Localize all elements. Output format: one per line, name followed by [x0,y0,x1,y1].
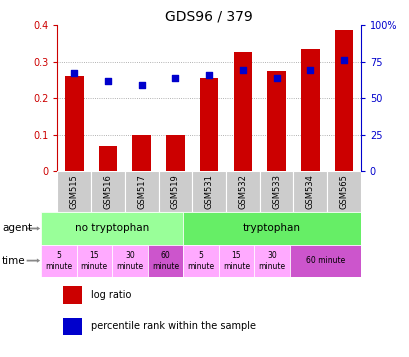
Text: GSM517: GSM517 [137,175,146,209]
Point [71,70,77,76]
FancyBboxPatch shape [41,212,183,245]
Text: GSM533: GSM533 [271,174,280,210]
Text: 5
minute: 5 minute [187,251,214,271]
Point [205,72,212,77]
Text: 60
minute: 60 minute [151,251,178,271]
Point [239,67,245,73]
FancyBboxPatch shape [147,245,183,277]
Text: agent: agent [2,223,32,233]
Bar [63,286,81,304]
Bar [334,30,353,171]
Bar [300,49,319,171]
Bar [166,135,184,171]
Text: log ratio: log ratio [90,290,131,300]
Text: 30
minute: 30 minute [116,251,143,271]
Point [172,75,178,81]
Text: GSM531: GSM531 [204,175,213,209]
FancyBboxPatch shape [218,245,254,277]
FancyBboxPatch shape [91,171,124,212]
FancyBboxPatch shape [124,171,158,212]
Bar [267,71,285,171]
Bar [233,52,252,171]
Point [306,67,313,73]
Text: no tryptophan: no tryptophan [75,223,149,233]
FancyBboxPatch shape [225,171,259,212]
FancyBboxPatch shape [192,171,225,212]
Text: 30
minute: 30 minute [258,251,285,271]
Point [340,57,346,63]
Text: tryptophan: tryptophan [243,223,300,233]
Text: 5
minute: 5 minute [45,251,72,271]
Text: GSM532: GSM532 [238,175,247,209]
Bar [65,76,83,171]
Text: GSM519: GSM519 [171,175,180,209]
FancyBboxPatch shape [289,245,360,277]
Text: 60 minute: 60 minute [305,256,344,265]
Text: percentile rank within the sample: percentile rank within the sample [90,321,255,332]
FancyBboxPatch shape [293,171,326,212]
FancyBboxPatch shape [254,245,289,277]
Text: 15
minute: 15 minute [222,251,249,271]
FancyBboxPatch shape [158,171,192,212]
Point [272,75,279,81]
FancyBboxPatch shape [183,245,218,277]
Text: GSM534: GSM534 [305,175,314,209]
FancyBboxPatch shape [57,171,91,212]
FancyBboxPatch shape [76,245,112,277]
Text: GSM565: GSM565 [339,175,348,209]
Text: 15
minute: 15 minute [81,251,108,271]
Point [104,78,111,84]
FancyBboxPatch shape [183,212,360,245]
Bar [63,318,81,335]
FancyBboxPatch shape [326,171,360,212]
Point [138,82,145,88]
FancyBboxPatch shape [41,245,76,277]
Bar [132,135,151,171]
Bar [199,78,218,171]
Bar [99,146,117,171]
Title: GDS96 / 379: GDS96 / 379 [165,10,252,24]
FancyBboxPatch shape [259,171,293,212]
Text: time: time [2,256,26,266]
Text: GSM515: GSM515 [70,175,79,209]
Text: GSM516: GSM516 [103,175,112,209]
FancyBboxPatch shape [112,245,147,277]
